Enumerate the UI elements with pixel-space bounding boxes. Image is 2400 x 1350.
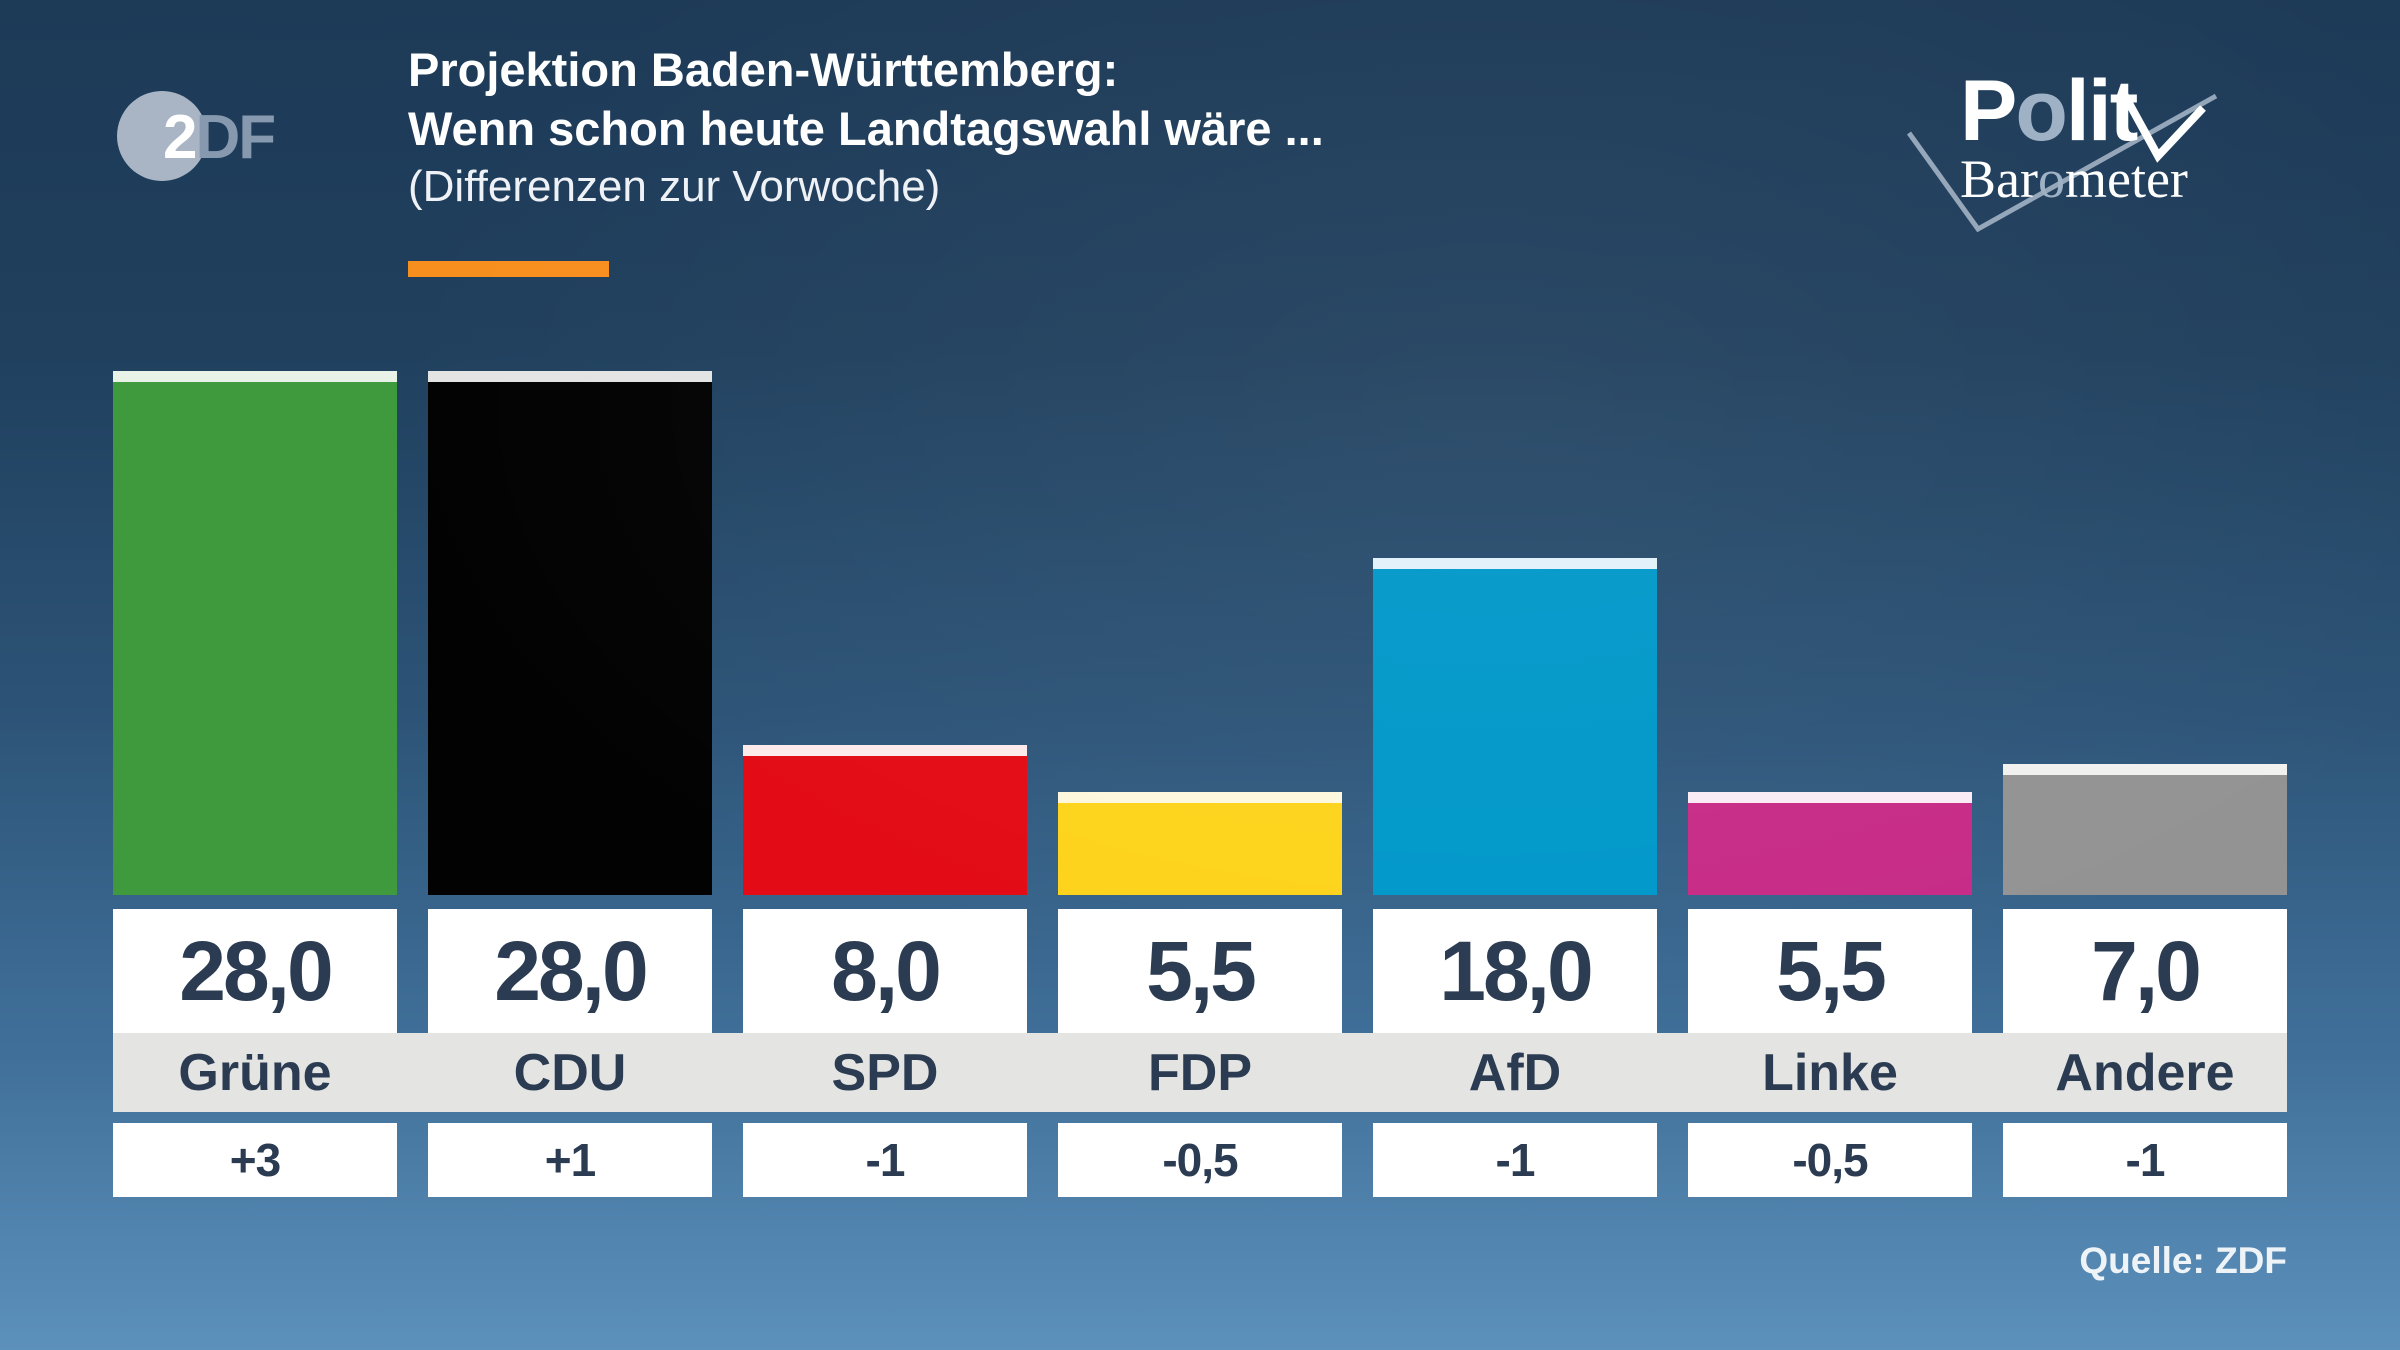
- value-box: 5,5: [1058, 909, 1342, 1033]
- zdf-wordmark-df: DF: [195, 103, 276, 172]
- party-name-label: SPD: [831, 1043, 939, 1102]
- checkmark-zigzag-icon: [1906, 92, 2218, 233]
- barometer-o: o: [2037, 149, 2065, 209]
- barometer-pre: Bar: [1960, 149, 2038, 209]
- chart-subtitle: (Differenzen zur Vorwoche): [408, 162, 941, 211]
- party-name-label: FDP: [1148, 1043, 1252, 1102]
- bar-cdu: [428, 371, 712, 895]
- zdf-logo: 2DF: [117, 91, 317, 191]
- value-box: 18,0: [1373, 909, 1657, 1033]
- party-label-strip: [113, 1033, 2287, 1112]
- party-name-label: Linke: [1762, 1043, 1898, 1102]
- chart-title-line1: Projektion Baden-Württemberg:: [408, 43, 1119, 96]
- bar-top-highlight: [113, 371, 397, 382]
- source-credit: Quelle: ZDF: [2079, 1240, 2287, 1281]
- bar-fdp: [1058, 792, 1342, 895]
- bar-top-highlight: [1373, 558, 1657, 569]
- bar-column-spd: 8,0 SPD -1: [743, 0, 1027, 1350]
- difference-box: -0,5: [1058, 1123, 1342, 1197]
- bar-spd: [743, 745, 1027, 895]
- difference-label: -0,5: [1792, 1134, 1868, 1186]
- barometer-post: meter: [2064, 149, 2188, 209]
- value-box: 28,0: [113, 909, 397, 1033]
- politbarometer-wordmark-barometer: Barometer: [1960, 152, 2188, 206]
- zdf-circle-icon: [117, 91, 207, 181]
- politbarometer-logo: Polit Barometer: [1890, 60, 2310, 270]
- difference-label: -1: [865, 1134, 906, 1186]
- value-box: 8,0: [743, 909, 1027, 1033]
- bar-afd: [1373, 558, 1657, 895]
- difference-label: -1: [1495, 1134, 1536, 1186]
- difference-box: -1: [1373, 1123, 1657, 1197]
- value-label: 28,0: [179, 923, 333, 1018]
- bar-column-afd: 18,0 AfD -1: [1373, 0, 1657, 1350]
- difference-box: -0,5: [1688, 1123, 1972, 1197]
- bar-grüne: [113, 371, 397, 895]
- value-label: 5,5: [1146, 923, 1257, 1018]
- value-label: 8,0: [831, 923, 942, 1018]
- party-name-label: CDU: [513, 1043, 627, 1102]
- politbarometer-wordmark-polit: Polit: [1960, 68, 2138, 154]
- difference-box: +3: [113, 1123, 397, 1197]
- bar-top-highlight: [2003, 764, 2287, 775]
- value-label: 18,0: [1439, 923, 1593, 1018]
- bar-column-linke: 5,5 Linke -0,5: [1688, 0, 1972, 1350]
- party-name-label: Andere: [2055, 1043, 2235, 1102]
- polit-pre: P: [1960, 63, 2017, 159]
- difference-box: -1: [2003, 1123, 2287, 1197]
- value-label: 5,5: [1776, 923, 1887, 1018]
- zdf-wordmark-2: 2: [163, 103, 198, 172]
- value-box: 28,0: [428, 909, 712, 1033]
- bar-andere: [2003, 764, 2287, 895]
- value-label: 28,0: [494, 923, 648, 1018]
- party-name-label: Grüne: [178, 1043, 332, 1102]
- polit-o: o: [2015, 63, 2068, 159]
- difference-label: -1: [2125, 1134, 2166, 1186]
- difference-label: -0,5: [1162, 1134, 1238, 1186]
- value-label: 7,0: [2091, 923, 2202, 1018]
- bar-column-andere: 7,0 Andere -1: [2003, 0, 2287, 1350]
- bar-column-fdp: 5,5 FDP -0,5: [1058, 0, 1342, 1350]
- polit-post: lit: [2065, 63, 2138, 159]
- bar-top-highlight: [1058, 792, 1342, 803]
- difference-box: -1: [743, 1123, 1027, 1197]
- title-block: Projektion Baden-Württemberg: Wenn schon…: [408, 40, 1324, 216]
- party-name-label: AfD: [1468, 1043, 1562, 1102]
- difference-label: +3: [229, 1134, 281, 1186]
- difference-label: +1: [544, 1134, 596, 1186]
- bar-column-grüne: 28,0 Grüne +3: [113, 0, 397, 1350]
- orange-accent-bar: [408, 261, 609, 277]
- bar-top-highlight: [743, 745, 1027, 756]
- bar-top-highlight: [428, 371, 712, 382]
- value-box: 5,5: [1688, 909, 1972, 1033]
- bar-column-cdu: 28,0 CDU +1: [428, 0, 712, 1350]
- zdf-wordmark: 2DF: [163, 107, 276, 169]
- bar-linke: [1688, 792, 1972, 895]
- difference-box: +1: [428, 1123, 712, 1197]
- value-box: 7,0: [2003, 909, 2287, 1033]
- bar-top-highlight: [1688, 792, 1972, 803]
- chart-title-line2: Wenn schon heute Landtagswahl wäre ...: [408, 102, 1324, 155]
